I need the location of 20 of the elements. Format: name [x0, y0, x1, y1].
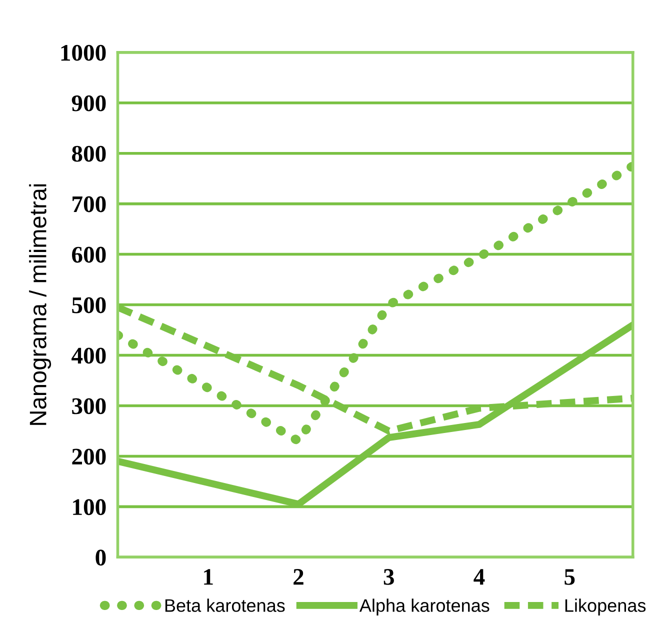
y-tick-label: 500: [72, 297, 106, 314]
y-tick-label: 800: [72, 146, 106, 162]
y-tick-label: 300: [72, 398, 106, 414]
y-axis-title: Nanograma / milimetrai: [29, 184, 52, 425]
x-tick-label: 1: [204, 569, 213, 585]
x-tick-label: 3: [384, 569, 394, 585]
legend-label: Beta karotenas: [165, 598, 285, 612]
y-tick-label: 1000: [61, 44, 106, 61]
y-tick-label: 900: [72, 95, 106, 112]
y-tick-label: 200: [72, 448, 106, 465]
y-tick-label: 100: [73, 499, 106, 516]
legend-label: Alpha karotenas: [359, 598, 490, 616]
x-tick-label: 5: [564, 569, 575, 585]
y-tick-label: 600: [72, 246, 106, 263]
y-tick-label: 0: [96, 550, 106, 566]
y-tick-label: 700: [72, 196, 106, 212]
y-tick-label: 400: [72, 348, 106, 364]
x-tick-label: 4: [474, 569, 485, 585]
x-tick-label: 2: [294, 569, 304, 585]
legend-label: Likopenas: [565, 598, 646, 616]
